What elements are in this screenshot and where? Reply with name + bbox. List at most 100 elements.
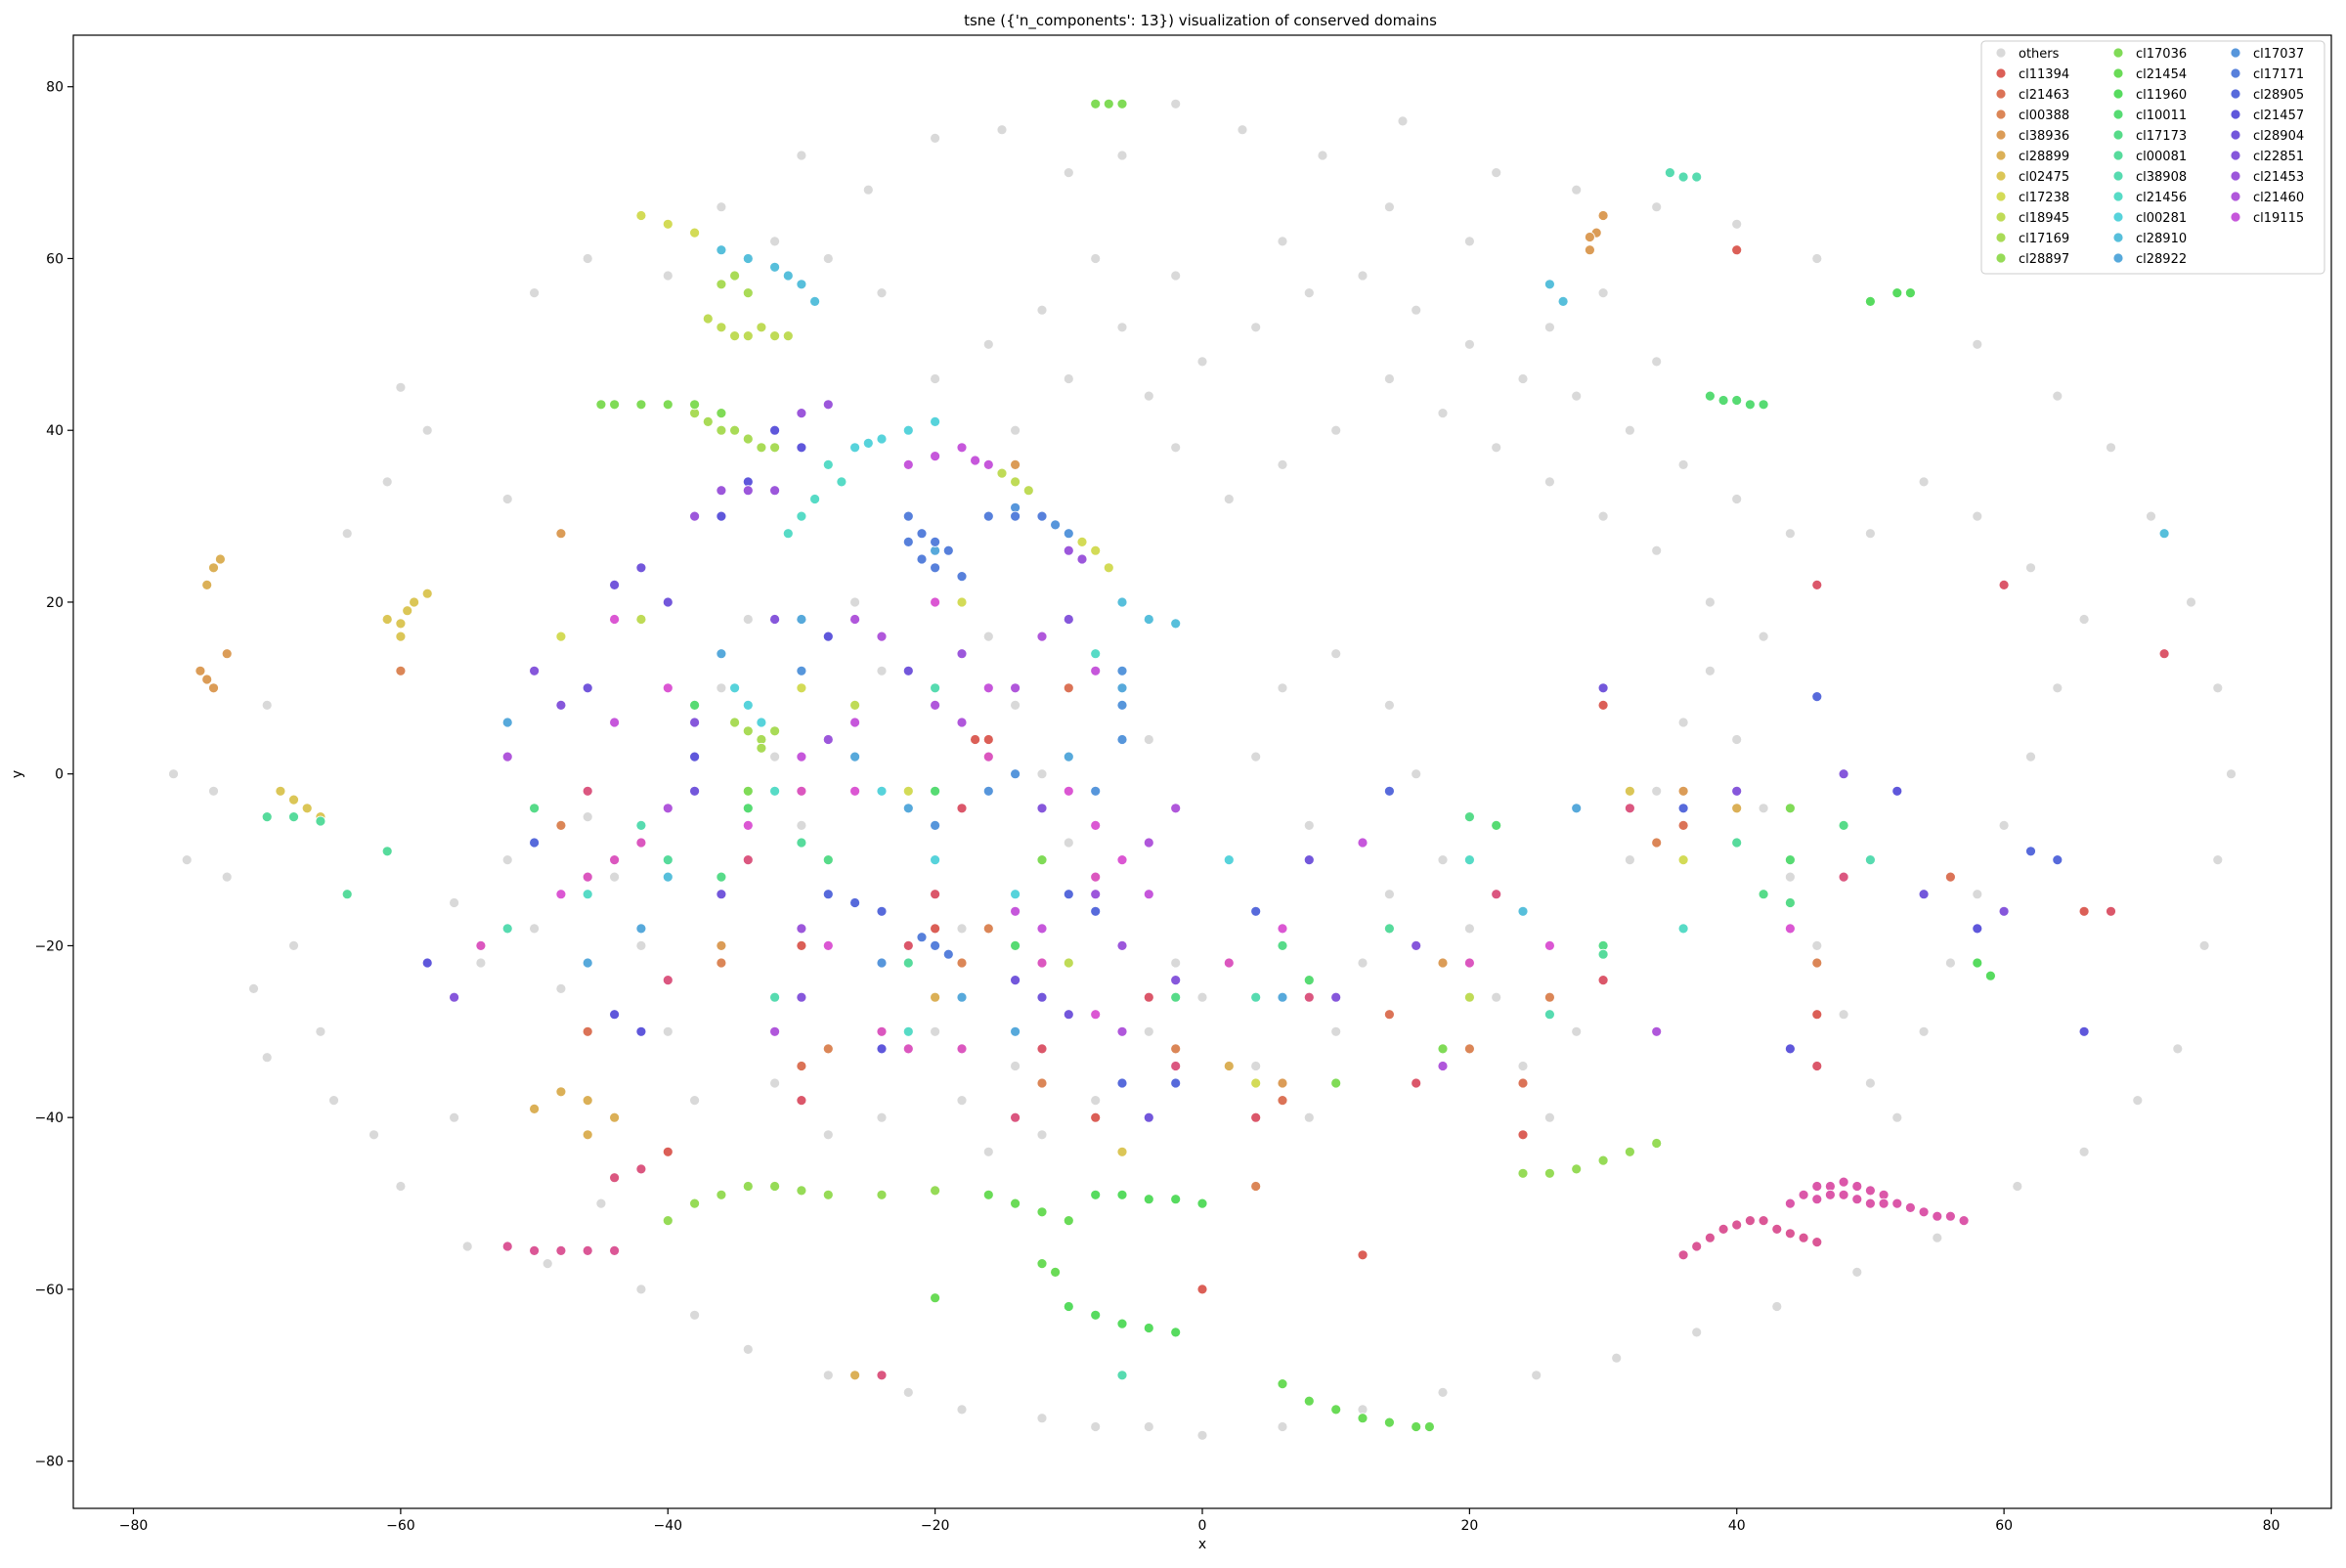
data-point bbox=[930, 923, 940, 935]
data-point bbox=[1517, 905, 1529, 917]
data-point bbox=[555, 1245, 567, 1256]
data-point bbox=[1411, 940, 1422, 951]
data-point bbox=[902, 458, 914, 470]
data-point bbox=[742, 330, 754, 342]
data-point bbox=[2078, 614, 2090, 625]
data-point bbox=[1972, 338, 1983, 350]
data-point bbox=[501, 1241, 513, 1252]
data-point bbox=[1116, 1370, 1128, 1381]
data-point bbox=[930, 1185, 940, 1197]
data-point bbox=[689, 717, 700, 728]
legend-marker bbox=[2112, 109, 2124, 120]
legend-label: cl28922 bbox=[2136, 252, 2187, 267]
data-point bbox=[1116, 1189, 1128, 1200]
series-cl17173 bbox=[529, 803, 1849, 1003]
data-point bbox=[402, 605, 413, 617]
data-point bbox=[369, 1129, 379, 1141]
data-point bbox=[1036, 631, 1048, 642]
points-layer bbox=[168, 98, 2237, 1441]
data-point bbox=[555, 889, 567, 900]
data-point bbox=[956, 442, 968, 454]
data-point bbox=[1571, 1025, 1583, 1037]
data-point bbox=[1891, 287, 1903, 299]
data-point bbox=[301, 803, 313, 814]
data-point bbox=[595, 399, 607, 411]
data-point bbox=[1116, 1318, 1128, 1329]
data-point bbox=[1691, 1327, 1703, 1338]
data-point bbox=[201, 580, 213, 590]
y-tick-label: 0 bbox=[55, 767, 64, 783]
data-point bbox=[1625, 424, 1635, 436]
data-point bbox=[275, 785, 286, 797]
data-point bbox=[1838, 820, 1849, 831]
series-cl21460 bbox=[501, 614, 1663, 1071]
data-point bbox=[796, 408, 807, 419]
data-point bbox=[956, 1043, 968, 1055]
data-point bbox=[1731, 244, 1743, 256]
legend-label: cl38908 bbox=[2136, 170, 2187, 185]
legend-marker bbox=[1995, 88, 2007, 100]
data-point bbox=[2198, 940, 2210, 951]
data-point bbox=[1491, 820, 1502, 831]
data-point bbox=[1811, 580, 1823, 590]
data-point bbox=[1464, 854, 1475, 865]
data-point bbox=[1571, 390, 1583, 402]
data-point bbox=[1411, 768, 1422, 780]
data-point bbox=[609, 1009, 620, 1021]
data-point bbox=[1063, 957, 1074, 969]
series-cl28899b bbox=[1785, 1176, 1970, 1226]
data-point bbox=[1865, 1185, 1876, 1197]
data-point bbox=[1677, 171, 1689, 183]
data-point bbox=[849, 897, 860, 908]
data-point bbox=[1544, 322, 1555, 333]
data-point bbox=[1811, 253, 1823, 264]
data-point bbox=[769, 330, 780, 342]
data-point bbox=[849, 442, 860, 454]
data-point bbox=[729, 717, 740, 728]
data-point bbox=[930, 537, 940, 547]
data-point bbox=[729, 424, 740, 436]
data-point bbox=[876, 631, 888, 642]
data-point bbox=[662, 803, 673, 814]
data-point bbox=[1090, 253, 1102, 264]
data-point bbox=[1036, 1129, 1048, 1141]
data-point bbox=[1277, 991, 1288, 1003]
data-point bbox=[1651, 1138, 1663, 1149]
legend-marker bbox=[1995, 252, 2007, 264]
data-point bbox=[1090, 1111, 1102, 1123]
data-point bbox=[1063, 837, 1074, 849]
data-point bbox=[902, 665, 914, 676]
data-point bbox=[1330, 991, 1342, 1003]
data-point bbox=[1170, 1043, 1182, 1055]
data-point bbox=[381, 846, 393, 857]
data-point bbox=[1517, 1167, 1529, 1179]
data-point bbox=[2158, 528, 2170, 540]
data-point bbox=[809, 295, 820, 307]
data-point bbox=[1277, 458, 1288, 470]
series-cl00081 bbox=[261, 811, 1743, 969]
data-point bbox=[1731, 837, 1743, 849]
data-point bbox=[1625, 1146, 1635, 1157]
data-point bbox=[1811, 1061, 1823, 1071]
data-point bbox=[996, 124, 1008, 136]
data-point bbox=[1303, 975, 1315, 985]
data-point bbox=[1972, 957, 1983, 969]
data-point bbox=[1277, 682, 1288, 694]
data-point bbox=[1090, 820, 1102, 831]
data-point bbox=[1625, 803, 1635, 814]
data-point bbox=[1437, 1387, 1449, 1398]
data-point bbox=[702, 415, 714, 427]
data-point bbox=[742, 1344, 754, 1355]
legend-label: cl28899 bbox=[2019, 150, 2069, 164]
legend-label: cl28910 bbox=[2136, 232, 2187, 246]
data-point bbox=[1878, 1198, 1890, 1209]
data-point bbox=[1357, 1249, 1368, 1261]
data-point bbox=[1918, 1206, 1930, 1218]
data-point bbox=[1330, 1077, 1342, 1089]
axis-ticks: −80 −60 −40 −20 0 20 40 60 80 −80 −60 −40 −20 0 20 40 60… bbox=[34, 80, 2280, 1534]
data-point bbox=[1758, 631, 1769, 642]
data-point bbox=[214, 553, 226, 565]
data-point bbox=[609, 1172, 620, 1184]
data-point bbox=[1384, 889, 1395, 900]
data-point bbox=[930, 820, 940, 831]
